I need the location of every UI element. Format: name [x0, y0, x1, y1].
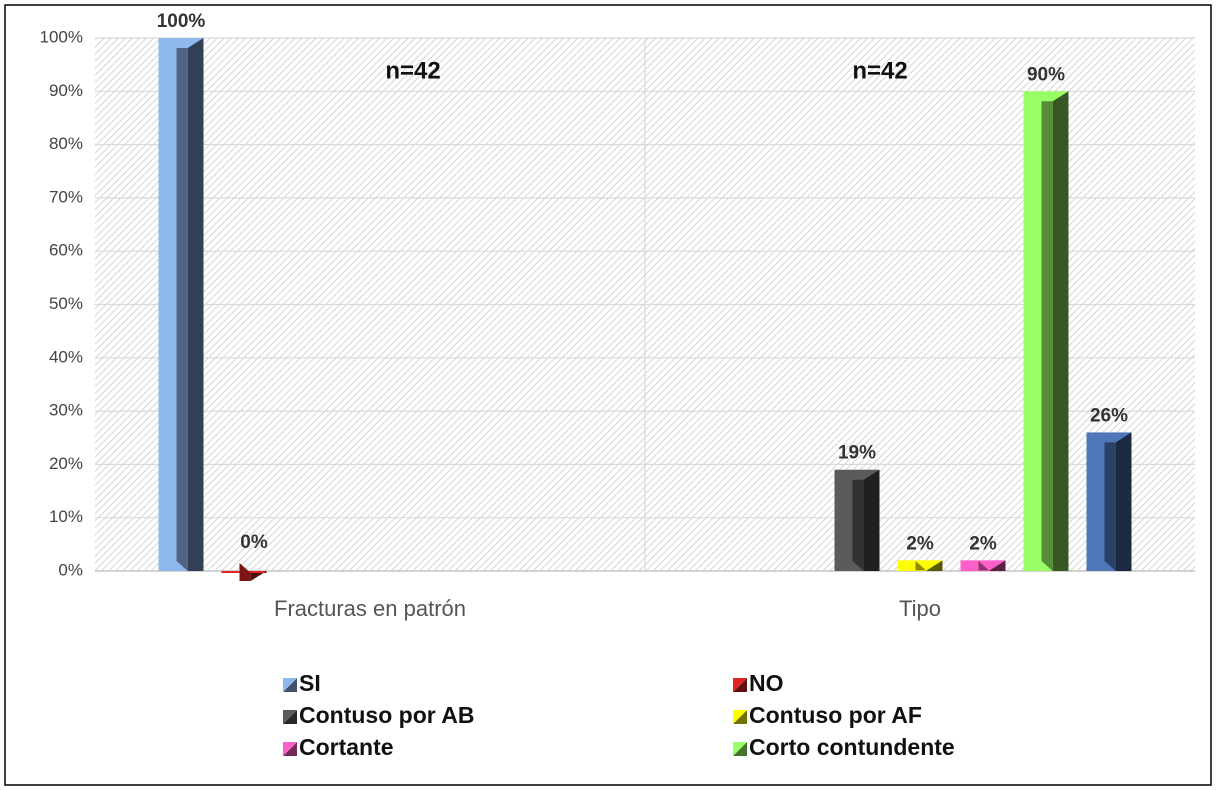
- bar: [834, 469, 880, 571]
- legend-swatch: [283, 678, 297, 692]
- legend-label: Contuso por AF: [749, 702, 922, 728]
- legend-label: SI: [299, 670, 321, 696]
- y-tick-label: 40%: [49, 347, 83, 366]
- y-tick-label: 100%: [40, 27, 83, 46]
- bar: [221, 563, 267, 581]
- data-label: 90%: [1027, 64, 1065, 85]
- bar: [960, 560, 1006, 571]
- bar-side: [187, 38, 204, 571]
- legend-swatch: [283, 710, 297, 724]
- annotation: n=42: [852, 57, 907, 84]
- y-tick-label: 90%: [49, 81, 83, 100]
- x-tick-label: Fracturas en patrón: [274, 596, 466, 621]
- y-tick-label: 20%: [49, 454, 83, 473]
- bar: [1086, 432, 1132, 571]
- bar-inner: [915, 561, 927, 571]
- data-label: 100%: [157, 11, 206, 32]
- data-label: 19%: [838, 443, 876, 464]
- legend-swatch: [733, 678, 747, 692]
- data-label: 26%: [1090, 405, 1128, 426]
- bar-side: [989, 560, 1006, 571]
- annotation: n=42: [385, 57, 440, 84]
- bar-side: [250, 571, 267, 581]
- y-tick-label: 30%: [49, 401, 83, 420]
- bar-inner: [1104, 442, 1116, 571]
- bar: [158, 38, 204, 571]
- bar-inner: [978, 561, 990, 571]
- legend-swatch: [283, 742, 297, 756]
- bar: [897, 560, 943, 571]
- legend-label: Corto contundente: [749, 734, 955, 760]
- bar: [1023, 91, 1069, 572]
- legend-swatch: [733, 710, 747, 724]
- y-tick-label: 80%: [49, 134, 83, 153]
- y-tick-label: 70%: [49, 187, 83, 206]
- data-label: 2%: [906, 533, 934, 554]
- x-tick-label: Tipo: [899, 596, 941, 621]
- bar-inner: [176, 48, 188, 571]
- bar-inner: [1041, 101, 1053, 572]
- legend-label: Cortante: [299, 734, 394, 760]
- data-label: 2%: [969, 533, 997, 554]
- y-tick-label: 60%: [49, 241, 83, 260]
- bar-side: [863, 469, 880, 571]
- legend-swatch: [733, 742, 747, 756]
- legend-label: NO: [749, 670, 784, 696]
- bar-side: [1115, 432, 1132, 571]
- bar-inner: [852, 479, 864, 571]
- y-tick-label: 0%: [58, 560, 83, 579]
- legend-label: Contuso por AB: [299, 702, 474, 728]
- bar-side: [1052, 91, 1069, 572]
- bar-side: [926, 560, 943, 571]
- y-tick-label: 50%: [49, 294, 83, 313]
- bar-inner: [239, 563, 251, 581]
- y-tick-label: 10%: [49, 507, 83, 526]
- data-label: 0%: [240, 532, 268, 553]
